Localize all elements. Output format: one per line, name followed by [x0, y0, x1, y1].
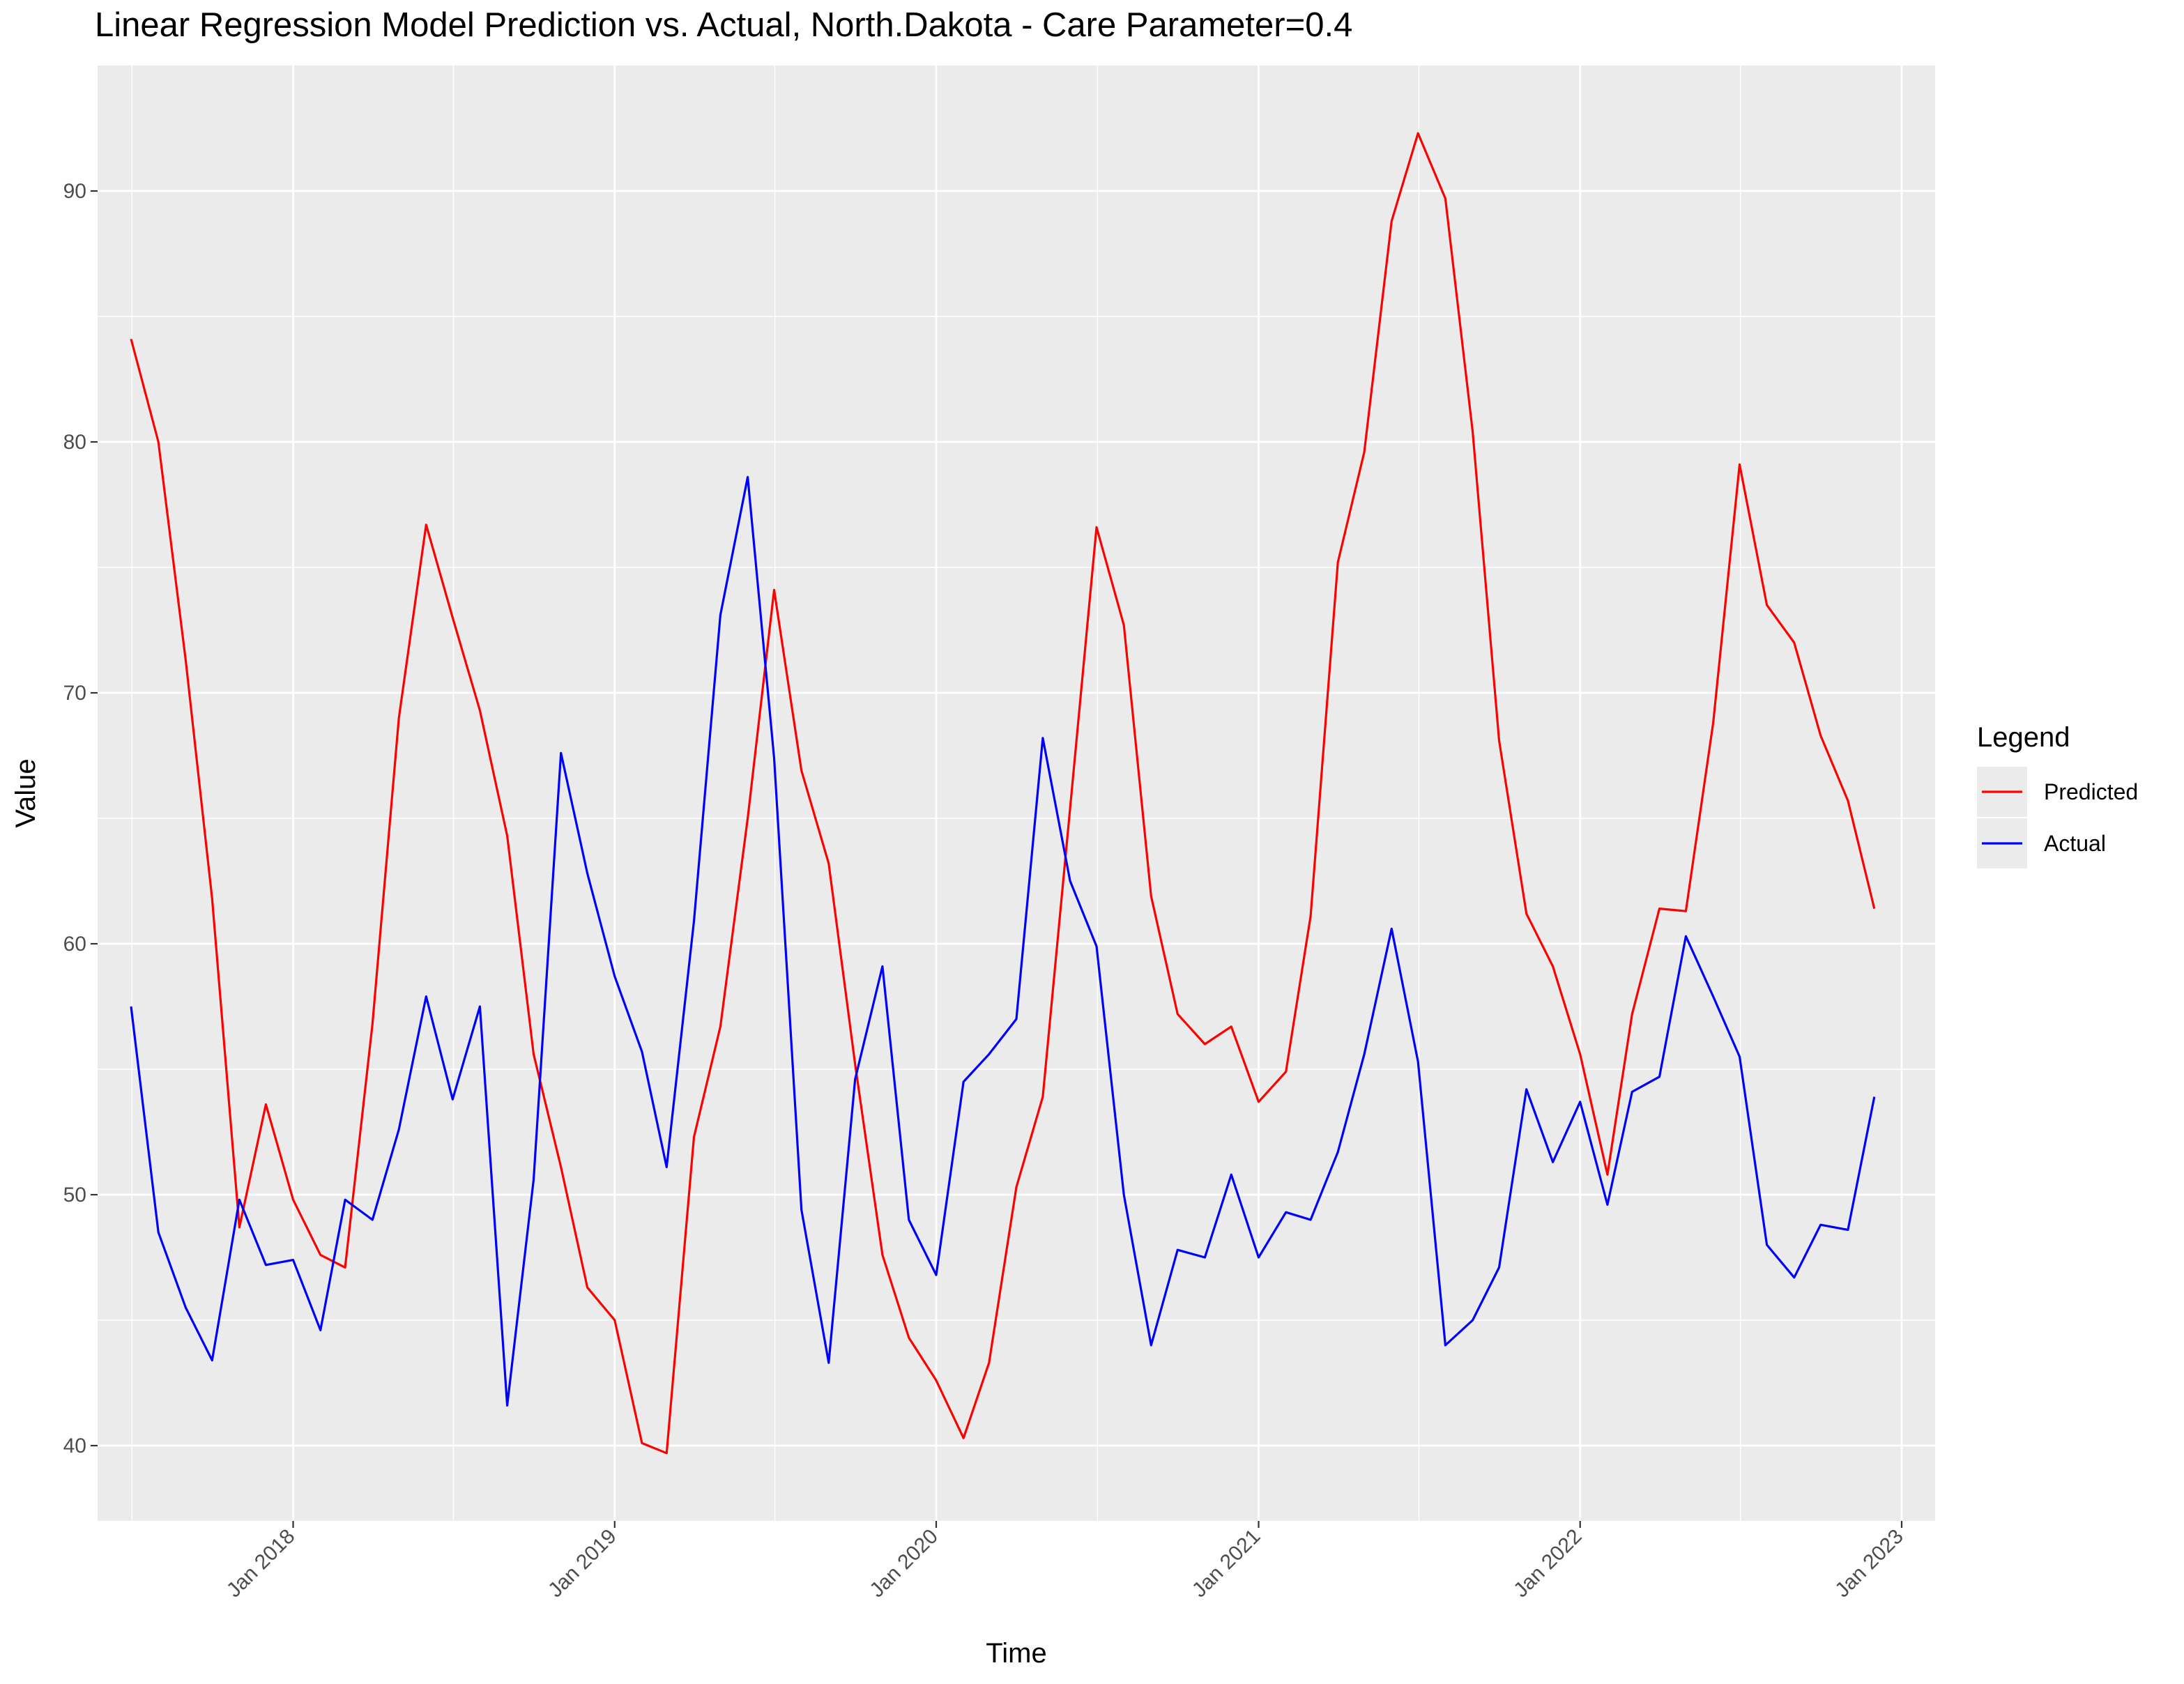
y-axis-title: Value	[10, 758, 41, 827]
legend-label: Actual	[2044, 831, 2106, 856]
y-tick-label: 70	[63, 682, 86, 705]
legend-label: Predicted	[2044, 779, 2138, 804]
y-tick-label: 80	[63, 431, 86, 454]
series-line-predicted	[130, 132, 1876, 1455]
y-tick-label: 60	[63, 933, 86, 956]
x-axis-title: Time	[986, 1638, 1046, 1669]
x-tick-label: Jan 2023	[1831, 1525, 1908, 1602]
legend-title: Legend	[1977, 722, 2070, 753]
x-tick-label: Jan 2020	[865, 1525, 942, 1602]
y-tick-label: 50	[63, 1184, 86, 1207]
series-line-actual	[130, 475, 1876, 1407]
plot-panel	[98, 66, 1935, 1521]
x-tick-label: Jan 2021	[1188, 1525, 1265, 1602]
x-tick-label: Jan 2019	[544, 1525, 621, 1602]
y-tick-label: 90	[63, 180, 86, 203]
y-tick-label: 40	[63, 1434, 86, 1457]
x-tick-label: Jan 2022	[1509, 1525, 1587, 1602]
x-tick-label: Jan 2018	[222, 1525, 300, 1602]
chart-title: Linear Regression Model Prediction vs. A…	[95, 6, 1353, 44]
